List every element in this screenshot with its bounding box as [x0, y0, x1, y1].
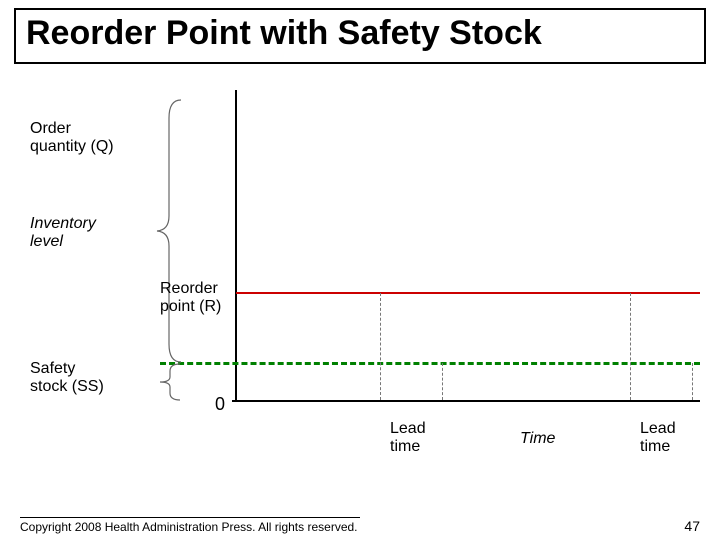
vdash-3 [630, 293, 631, 400]
title-box: Reorder Point with Safety Stock [14, 8, 706, 64]
x-axis [232, 400, 700, 402]
safety-stock-line [160, 362, 700, 365]
label-time-axis: Time [520, 430, 555, 448]
vdash-1 [380, 293, 381, 400]
slide: Reorder Point with Safety Stock Order qu… [0, 0, 720, 540]
page-number: 47 [684, 518, 700, 534]
brace-safety-stock [158, 362, 184, 402]
brace-order-quantity [155, 98, 185, 364]
slide-title: Reorder Point with Safety Stock [26, 16, 694, 52]
vdash-4 [692, 363, 693, 400]
label-lead-time-2: Lead time [640, 420, 676, 457]
chart-area: Order quantity (Q) Inventory level Reord… [0, 80, 720, 500]
label-reorder-point: Reorder point (R) [160, 280, 221, 317]
label-order-quantity: Order quantity (Q) [30, 120, 114, 157]
label-inventory-level: Inventory level [30, 215, 96, 252]
y-axis [235, 90, 237, 402]
label-lead-time-1: Lead time [390, 420, 426, 457]
label-safety-stock: Safety stock (SS) [30, 360, 104, 397]
label-zero: 0 [215, 394, 225, 415]
vdash-2 [442, 363, 443, 400]
copyright-footer: Copyright 2008 Health Administration Pre… [20, 517, 360, 534]
